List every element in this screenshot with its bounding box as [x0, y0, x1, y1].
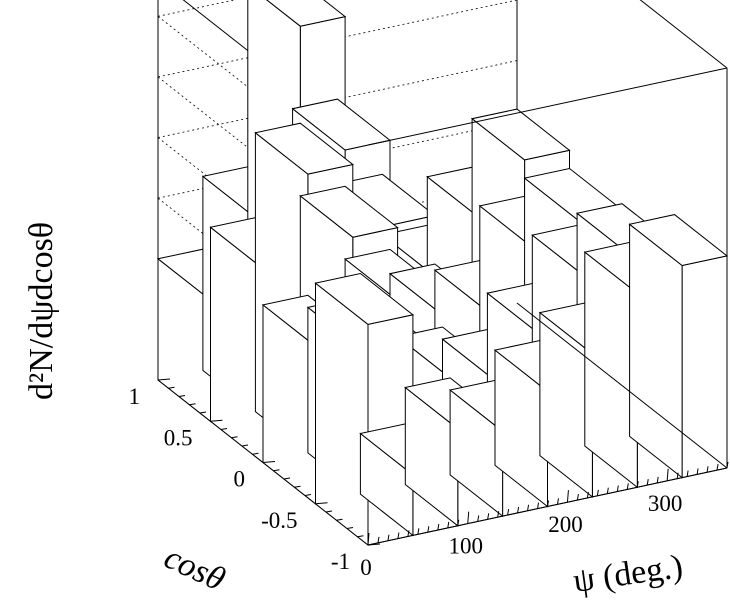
x-tick	[656, 476, 659, 484]
x-tick	[367, 532, 370, 546]
x-tick	[427, 526, 430, 533]
bar-top-face	[266, 0, 347, 27]
y-tick	[252, 452, 259, 455]
bar-top-face	[628, 214, 729, 267]
bar-top-face	[470, 108, 571, 161]
y-tick	[336, 518, 343, 521]
y-tick	[220, 428, 228, 430]
x-tick-label: 100	[448, 534, 483, 559]
x-tick	[477, 515, 480, 522]
y-tick-label: 0.5	[164, 425, 193, 450]
y-tick	[178, 395, 186, 397]
y-tick	[304, 494, 312, 496]
y-tick	[315, 502, 328, 505]
y-tick	[273, 469, 280, 472]
x-tick	[586, 491, 589, 499]
x-tick	[517, 506, 520, 513]
x-tick	[606, 487, 609, 494]
x-tick	[377, 536, 380, 543]
y-tick	[357, 535, 364, 538]
y-tick	[262, 461, 276, 463]
base-axes: 0 100 200 300 -1 -0.5 0 0.5 1	[129, 378, 729, 580]
y-tick	[189, 403, 196, 406]
x-tick-label: 0	[360, 555, 372, 580]
x-tick	[497, 511, 500, 518]
x-tick	[467, 511, 470, 524]
y-tick	[283, 477, 291, 480]
front-top-edge	[367, 67, 728, 146]
x-tick	[387, 534, 390, 541]
y-tick	[346, 527, 354, 529]
x-tick	[547, 500, 549, 507]
x-tick	[726, 461, 729, 469]
x-tick	[507, 508, 510, 516]
y-tick	[157, 378, 171, 381]
x-tick	[706, 466, 709, 473]
right-floor-edge	[516, 302, 728, 469]
x-tick	[616, 485, 619, 492]
x-tick	[636, 481, 639, 488]
x-tick	[447, 521, 450, 528]
x-tick	[576, 494, 579, 501]
y-tick-label: 0	[234, 467, 246, 492]
x-tick-label: 300	[648, 491, 683, 516]
bar	[628, 214, 729, 479]
bar-top-face	[254, 122, 354, 175]
z-axis-title: d²N/dψdcosθ	[23, 222, 60, 400]
x-tick	[626, 483, 629, 490]
y-tick-label: 1	[129, 384, 141, 409]
x-tick	[646, 479, 649, 486]
bar-top-face	[299, 185, 399, 238]
x-tick	[457, 519, 460, 526]
y-tick-label: -0.5	[261, 508, 297, 533]
x-tick	[666, 468, 669, 481]
x-tick	[537, 502, 540, 509]
x-tick	[417, 528, 420, 535]
y-tick	[241, 444, 249, 447]
y-tick	[367, 543, 381, 546]
front-edges	[367, 0, 728, 469]
y-axis-title: cosθ	[159, 539, 231, 599]
x-tick	[676, 472, 679, 479]
y-tick-label: -1	[331, 549, 350, 574]
y-tick	[210, 419, 223, 422]
x-tick	[686, 470, 689, 477]
x-tick	[487, 513, 490, 520]
x-tick	[596, 489, 599, 496]
x-tick	[407, 530, 410, 537]
z-grid-back	[157, 0, 518, 78]
y-tick	[199, 411, 207, 414]
x-tick	[527, 504, 530, 511]
bar-side-face	[315, 282, 369, 547]
bar-top-face	[314, 272, 415, 325]
z-grid-back	[157, 60, 518, 138]
y-tick	[325, 510, 333, 513]
x-tick	[716, 464, 719, 471]
x-tick-label: 200	[548, 512, 583, 537]
x-axis-title: ψ (deg.)	[571, 548, 685, 600]
bar-front-face	[681, 255, 728, 479]
y-tick	[231, 436, 238, 439]
x-tick	[397, 532, 400, 539]
y-tick	[294, 485, 301, 488]
x-tick	[566, 490, 569, 503]
x-tick	[556, 498, 559, 505]
bar-side-face	[629, 223, 683, 479]
x-tick	[437, 523, 440, 531]
right-top-edge	[639, 0, 728, 69]
y-tick	[168, 386, 175, 389]
x-tick	[696, 468, 699, 475]
z-grid-back	[157, 0, 237, 17]
bars-layer	[156, 0, 729, 547]
